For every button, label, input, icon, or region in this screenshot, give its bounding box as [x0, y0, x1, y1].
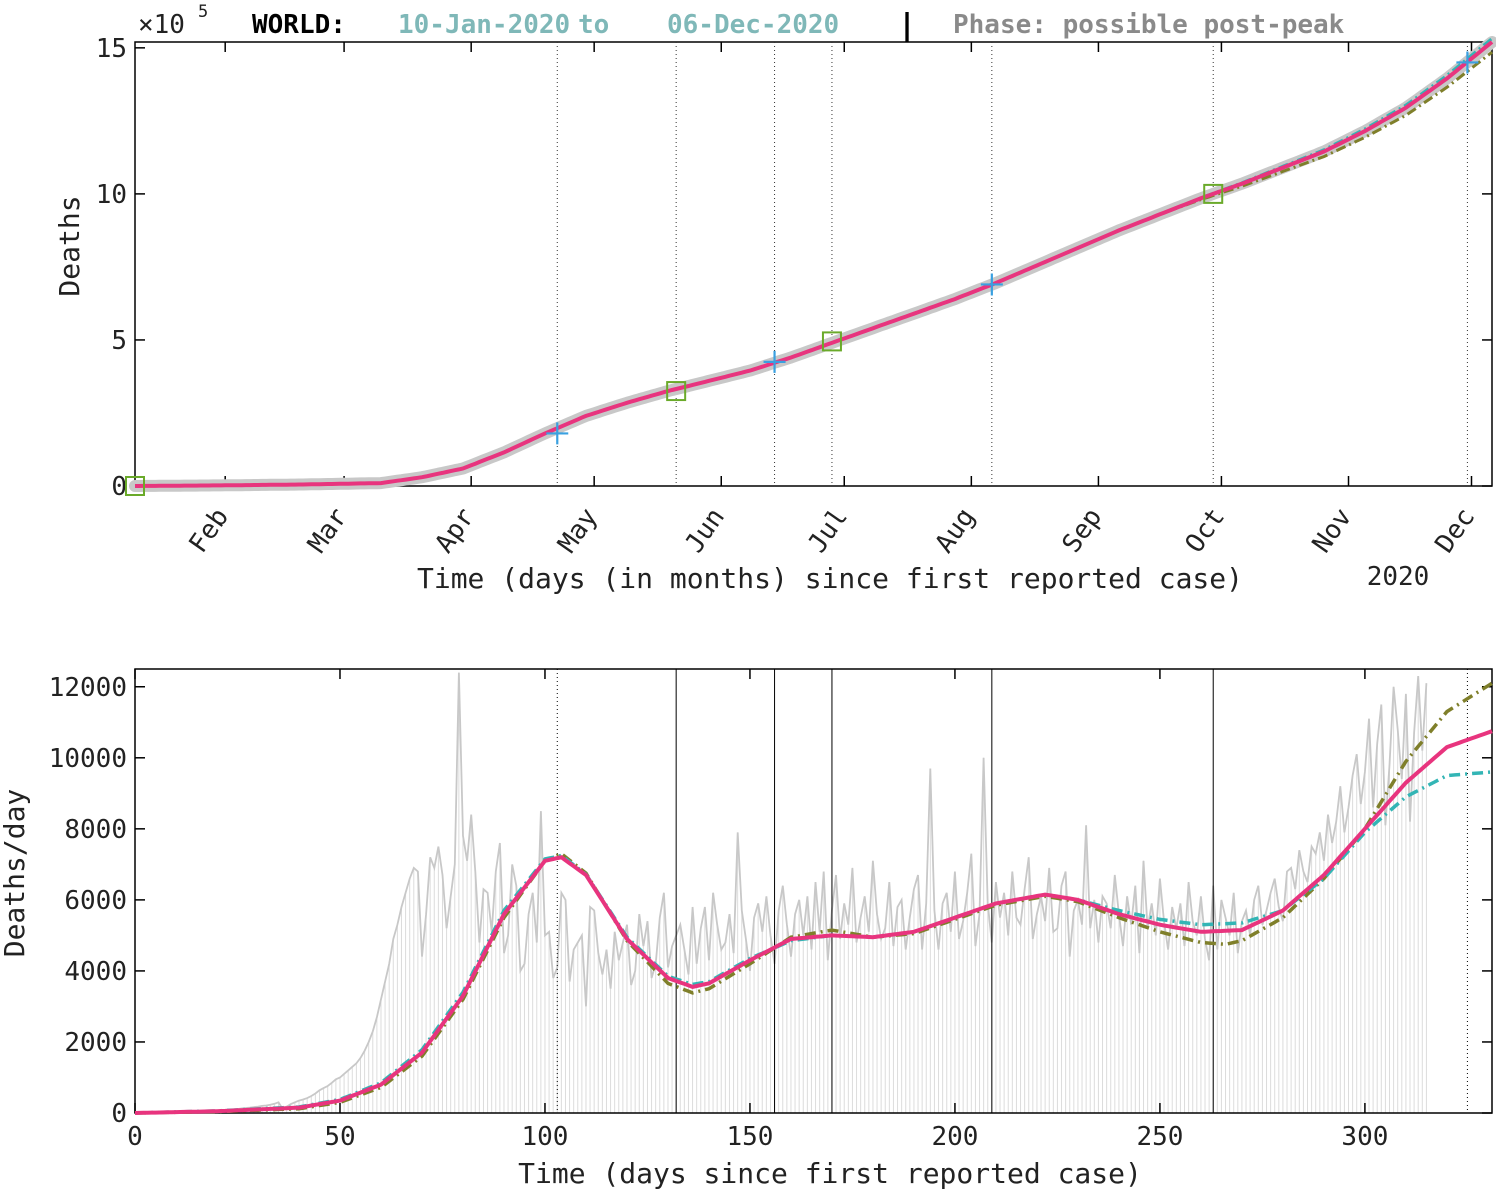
top-axes-box [134, 41, 1493, 487]
region-label: WORLD: [252, 10, 346, 40]
bottom-x-tick-label: 50 [324, 1122, 355, 1152]
raw-daily-line [135, 672, 1428, 1114]
bottom-curves [134, 681, 1493, 1115]
bottom-y-tick-label: 2000 [64, 1028, 127, 1058]
top-month-label: Nov [1307, 503, 1359, 559]
date-range-to: to [578, 10, 609, 40]
top-month-label: Sep [1057, 503, 1109, 559]
phase-square-marker [821, 331, 842, 352]
top-y-tick-label: 5 [111, 326, 127, 356]
top-y-tick-label: 0 [111, 472, 127, 502]
bottom-phase-lines [556, 669, 1468, 1113]
bottom-y-tick-label: 4000 [64, 957, 127, 987]
top-month-label: Feb [183, 503, 235, 559]
top-month-label: May [552, 503, 604, 559]
top-month-label: Oct [1180, 503, 1232, 559]
top-month-label: Mar [302, 503, 354, 559]
bottom-y-axis-label: Deaths/day [0, 789, 31, 958]
bottom-fit-curve [134, 729, 1493, 1115]
top-month-label: Apr [429, 503, 481, 559]
peak-plus-marker [763, 350, 786, 373]
bottom-x-tick-label: 250 [1136, 1122, 1183, 1152]
bottom-y-tick-label: 8000 [64, 815, 127, 845]
bottom-x-tick-label: 0 [127, 1122, 143, 1152]
top-raw-cumulative-band [129, 36, 1496, 492]
bottom-y-tick-label: 6000 [64, 886, 127, 916]
bottom-y-tick-label: 12000 [49, 673, 127, 703]
bottom-x-tick-label: 150 [726, 1122, 773, 1152]
y-multiplier-exponent: 5 [198, 2, 208, 22]
y-multiplier-base: ×10 [138, 10, 185, 40]
top-y-tick-label: 10 [96, 180, 127, 210]
header-separator: | [898, 8, 916, 43]
raw-daily-deaths [135, 672, 1428, 1114]
bottom-x-tick-label: 300 [1341, 1122, 1388, 1152]
top-month-label: Jul [802, 503, 854, 559]
bottom-x-tick-label: 100 [521, 1122, 568, 1152]
top-cyan-dashdot-curve [135, 37, 1493, 488]
bottom-olive-dashdot-curve [134, 681, 1493, 1115]
bottom-y-tick-label: 10000 [49, 744, 127, 774]
top-x-axis-label: Time (days (in months) since first repor… [417, 562, 1243, 595]
bottom-cyan-dashdot-curve [134, 770, 1493, 1115]
date-range-start: 10-Jan-2020 [398, 10, 570, 40]
bottom-axes-box [134, 668, 1493, 1114]
phase-square-marker [666, 381, 687, 402]
top-y-tick-label: 15 [96, 34, 127, 64]
peak-plus-marker [1456, 51, 1479, 74]
daily-deaths-panel: 0 2000 4000 6000 8000 10000 12000 0 50 100 150 200 2… [0, 668, 1493, 1190]
peak-plus-marker [980, 273, 1003, 296]
bottom-x-tick-label: 200 [931, 1122, 978, 1152]
top-month-label: Jun [679, 503, 731, 559]
bottom-y-tick-label: 0 [111, 1099, 127, 1129]
top-fit-curve [135, 40, 1494, 488]
bottom-axis-ticks: 0 2000 4000 6000 8000 10000 12000 0 50 100 150 200 2… [49, 669, 1492, 1152]
phase-label: Phase: possible post-peak [953, 10, 1345, 40]
phase-square-marker [1203, 183, 1224, 204]
top-markers [125, 51, 1479, 496]
peak-plus-marker [546, 422, 569, 445]
top-month-label: Aug [930, 503, 982, 559]
bottom-x-axis-label: Time (days since first reported case) [518, 1157, 1142, 1190]
phase-square-marker [125, 476, 145, 496]
top-olive-dashdot-curve [135, 51, 1493, 488]
top-year-label: 2020 [1367, 562, 1430, 592]
date-range-end: 06-Dec-2020 [667, 10, 839, 40]
top-phase-lines [556, 42, 1468, 486]
figure-header: ×10 5 WORLD: 10-Jan-2020 to 06-Dec-2020 … [138, 2, 1345, 43]
top-y-axis-label: Deaths [53, 195, 86, 296]
top-month-label: Dec [1430, 503, 1482, 559]
top-curves [129, 36, 1496, 492]
